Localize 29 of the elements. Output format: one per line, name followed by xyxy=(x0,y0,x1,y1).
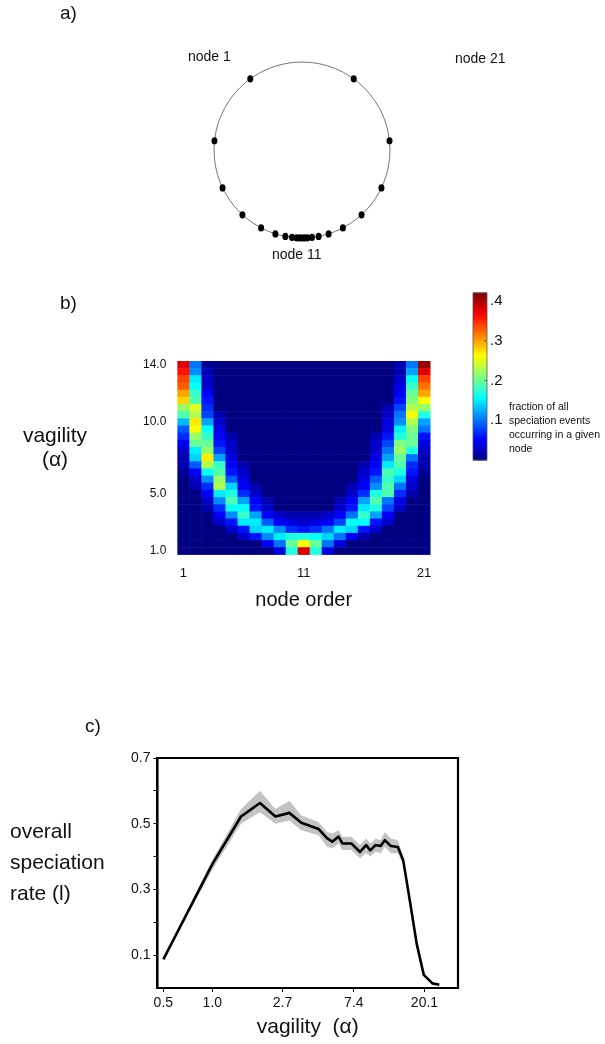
text: a) xyxy=(60,2,77,24)
color-bar-label: .1 xyxy=(490,410,503,428)
color-bar-label: .2 xyxy=(490,370,503,388)
y-tick-label: 10.0 xyxy=(143,414,167,429)
y-tick-label: 0.3 xyxy=(130,880,151,897)
y-tick-label: 0.1 xyxy=(130,946,151,962)
y-tick-label: 1.0 xyxy=(149,543,167,558)
x-axis-title: node order xyxy=(255,587,353,610)
x-tick-label: 20.1 xyxy=(410,994,439,1011)
color-bar-title: fraction of all speciation events occurring in a given node xyxy=(509,399,602,455)
y-tick-label: 0.7 xyxy=(130,748,151,765)
x-tick-label: 7.4 xyxy=(344,994,364,1011)
chart-title: b) xyxy=(60,292,77,314)
y-axis-title: overall speciation rate (l) xyxy=(10,819,105,904)
text: node 11 xyxy=(272,246,322,262)
x-tick-label: 11 xyxy=(296,564,311,580)
x-tick-label: 1.0 xyxy=(202,994,223,1011)
x-tick-label: 21 xyxy=(416,564,432,580)
y-axis-title: vagility (α) xyxy=(21,423,89,471)
x-tick-label: 1 xyxy=(179,564,187,580)
y-tick-label: 5.0 xyxy=(149,485,167,500)
x-axis-title: vagility (α) xyxy=(256,1014,359,1038)
y-tick-label: 14.0 xyxy=(143,356,167,371)
y-tick-label: 0.5 xyxy=(130,814,151,831)
text: node 21 xyxy=(455,50,506,66)
x-tick-label: 2.7 xyxy=(272,994,293,1011)
color-bar-label: .4 xyxy=(490,291,503,309)
color-bar-label: .3 xyxy=(490,330,503,348)
chart-title: c) xyxy=(85,715,101,737)
